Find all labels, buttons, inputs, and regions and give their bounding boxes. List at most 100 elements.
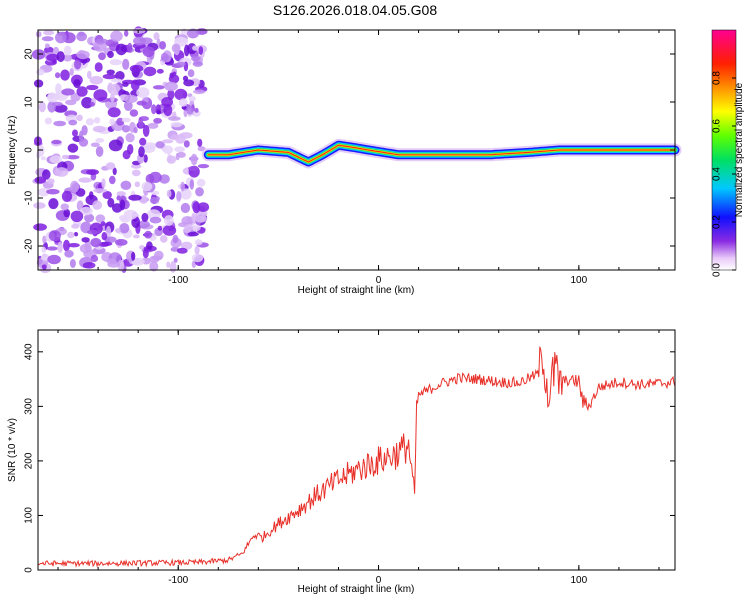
noise-blob bbox=[198, 46, 204, 55]
noise-blob bbox=[55, 72, 61, 79]
noise-blob bbox=[46, 178, 55, 185]
noise-blob bbox=[151, 104, 157, 115]
noise-blob bbox=[170, 246, 179, 252]
noise-blob bbox=[163, 104, 173, 117]
ridge-peak bbox=[207, 144, 676, 163]
noise-blob bbox=[112, 167, 117, 176]
noise-blob bbox=[172, 234, 179, 244]
noise-blob bbox=[43, 30, 55, 36]
noise-blob bbox=[147, 122, 159, 129]
noise-blob bbox=[128, 194, 142, 201]
noise-blob bbox=[41, 36, 54, 42]
noise-blob bbox=[40, 156, 47, 161]
y-tick-label: 200 bbox=[24, 452, 35, 469]
y-tick-label: 0 bbox=[24, 567, 35, 573]
noise-blob bbox=[179, 132, 193, 139]
noise-blob bbox=[137, 220, 150, 229]
noise-blob bbox=[42, 169, 51, 180]
noise-blob bbox=[139, 245, 145, 250]
noise-scatter bbox=[31, 26, 210, 274]
y-tick-label: 100 bbox=[24, 507, 35, 524]
noise-blob bbox=[109, 59, 123, 66]
y-tick-label: 300 bbox=[24, 398, 35, 415]
noise-blob bbox=[188, 166, 199, 171]
noise-blob bbox=[180, 202, 191, 214]
noise-blob bbox=[109, 175, 116, 185]
noise-blob bbox=[174, 88, 188, 101]
noise-blob bbox=[49, 155, 62, 164]
noise-blob bbox=[172, 71, 177, 76]
noise-blob bbox=[41, 264, 47, 270]
noise-blob bbox=[133, 36, 147, 46]
noise-blob bbox=[191, 56, 201, 62]
snr-y-ticks: 0 100 200 300 400 bbox=[24, 343, 675, 573]
noise-blob bbox=[70, 210, 84, 222]
noise-blob bbox=[107, 197, 115, 208]
noise-blob bbox=[69, 259, 76, 268]
noise-blob bbox=[187, 231, 199, 237]
noise-blob bbox=[86, 169, 99, 176]
noise-blob bbox=[47, 92, 58, 103]
noise-blob bbox=[138, 146, 145, 158]
noise-blob bbox=[176, 61, 186, 67]
noise-blob bbox=[197, 164, 210, 169]
noise-blob bbox=[106, 69, 115, 75]
noise-blob bbox=[54, 167, 69, 177]
noise-blob bbox=[119, 223, 130, 234]
noise-blob bbox=[141, 212, 149, 222]
noise-blob bbox=[44, 117, 53, 125]
noise-blob bbox=[38, 101, 46, 113]
noise-blob bbox=[81, 237, 90, 243]
noise-blob bbox=[142, 124, 150, 137]
noise-blob bbox=[180, 241, 193, 250]
noise-blob bbox=[131, 216, 141, 228]
y-tick-label: -10 bbox=[24, 190, 35, 205]
noise-blob bbox=[60, 69, 70, 81]
noise-blob bbox=[69, 68, 74, 76]
noise-blob bbox=[197, 146, 206, 152]
colorbar-tick-label: 0.6 bbox=[712, 119, 723, 133]
noise-blob bbox=[119, 199, 126, 211]
snr-y-label: SNR (10 * v/v) bbox=[7, 418, 18, 482]
noise-blob bbox=[180, 181, 185, 192]
noise-blob bbox=[81, 125, 88, 136]
noise-blob bbox=[55, 31, 67, 44]
noise-blob bbox=[191, 224, 201, 232]
noise-blob bbox=[56, 51, 65, 63]
noise-blob bbox=[143, 154, 148, 163]
noise-blob bbox=[33, 79, 44, 88]
noise-blob bbox=[171, 43, 181, 53]
colorbar-label: Normalized spectral amplitude bbox=[734, 82, 745, 217]
noise-blob bbox=[191, 253, 204, 263]
noise-blob bbox=[47, 101, 56, 113]
x-tick-label: 100 bbox=[571, 575, 588, 586]
noise-blob bbox=[142, 142, 157, 150]
noise-blob bbox=[46, 53, 59, 62]
noise-blob bbox=[36, 68, 45, 76]
noise-blob bbox=[67, 231, 75, 239]
noise-blob bbox=[188, 96, 196, 102]
noise-blob bbox=[115, 228, 121, 233]
noise-blob bbox=[132, 234, 140, 239]
noise-blob bbox=[66, 155, 80, 160]
noise-blob bbox=[89, 101, 96, 107]
noise-blob bbox=[62, 54, 73, 62]
y-tick-label: 20 bbox=[24, 48, 35, 60]
noise-blob bbox=[183, 79, 195, 87]
noise-blob bbox=[45, 43, 50, 49]
y-tick-label: 10 bbox=[24, 96, 35, 108]
noise-blob bbox=[132, 27, 146, 34]
noise-blob bbox=[73, 232, 79, 237]
noise-blob bbox=[92, 200, 103, 210]
noise-blob bbox=[74, 59, 82, 70]
noise-blob bbox=[153, 32, 160, 41]
noise-blob bbox=[80, 221, 92, 234]
colorbar-tick-label: 0.4 bbox=[712, 167, 723, 181]
noise-blob bbox=[156, 68, 164, 74]
noise-blob bbox=[166, 155, 177, 164]
noise-blob bbox=[35, 31, 42, 38]
noise-blob bbox=[169, 261, 177, 273]
noise-blob bbox=[174, 146, 186, 153]
noise-blob bbox=[53, 120, 66, 127]
noise-blob bbox=[187, 69, 195, 78]
